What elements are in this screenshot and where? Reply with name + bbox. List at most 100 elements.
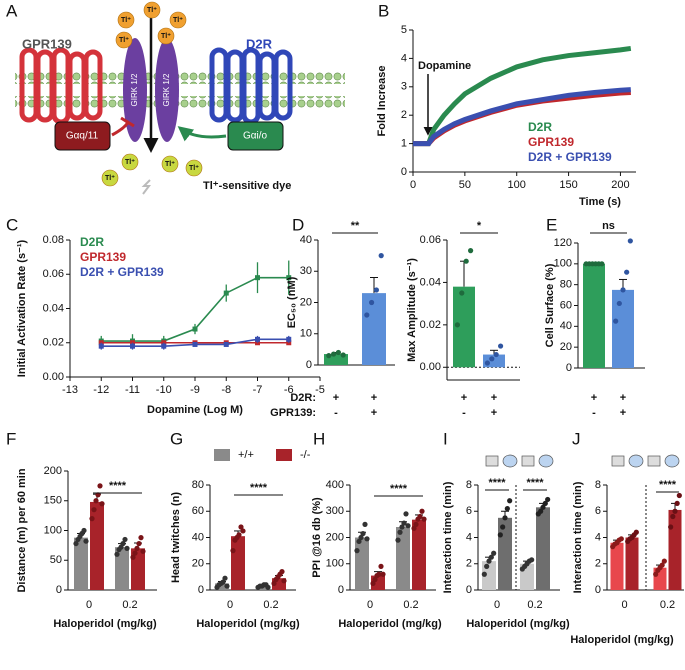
y-tick-label: 0.08 [43, 234, 64, 246]
data-point [493, 351, 499, 358]
gpr139-helices [19, 47, 103, 125]
data-point [281, 578, 287, 584]
data-point [653, 571, 659, 577]
y-tick-label: 0.06 [43, 268, 64, 280]
data-point [459, 290, 465, 296]
bar [498, 517, 512, 590]
y-tick-label: 8 [466, 479, 472, 491]
significance-label: **** [659, 479, 677, 491]
x-tick-label: 0 [86, 599, 92, 611]
ion-label: Tl⁺ [125, 159, 135, 166]
x-tick-label: -12 [93, 384, 109, 396]
x-axis-label: Haloperidol (mg/kg) [338, 618, 442, 630]
chart: F 0 50 100 150 200 Distance (m) per 60 min Halo… [6, 429, 157, 630]
y-tick-label: 100 [326, 558, 344, 570]
condition-label: + [620, 407, 626, 419]
girk-subunit [155, 38, 179, 142]
chart: D 0 10 20 30 40 EC₅₀ (nM) + + D2R: - + GPR139: ** [270, 215, 395, 419]
y-tick-label: 2 [595, 558, 601, 570]
bar [668, 509, 682, 590]
y-tick-label: 120 [554, 237, 572, 249]
data-point [463, 258, 469, 264]
flash [141, 179, 151, 195]
data-point [633, 529, 639, 535]
data-point [99, 501, 105, 507]
data-point [481, 571, 487, 577]
y-axis-label: Interaction time (min) [572, 481, 584, 593]
y-tick-label: 150 [44, 495, 62, 507]
y-tick-label: 200 [326, 531, 344, 543]
significance-label: **** [109, 480, 127, 492]
y-tick-label: 60 [560, 299, 572, 311]
data-point [364, 312, 370, 318]
protein-label: Gαq/11 [66, 131, 99, 142]
data-point [489, 356, 495, 362]
x-axis-label: Haloperidol (mg/kg) [53, 618, 157, 630]
data-point [372, 576, 378, 583]
data-point [93, 498, 99, 504]
legend-label: +/+ [238, 449, 254, 461]
data-point [89, 516, 95, 522]
ions: Tl⁺ Tl⁺ Tl⁺ Tl⁺ Tl⁺ Tl⁺ Tl⁺ Tl⁺ Tl⁺ [101, 1, 203, 187]
condition-label: + [620, 392, 626, 404]
y-tick-label: 5 [401, 24, 407, 36]
legend-swatch [276, 449, 292, 461]
membrane [15, 96, 345, 108]
marker [223, 341, 229, 347]
receptor-label: D2R [246, 36, 273, 51]
y-tick-label: 20 [300, 296, 312, 308]
x-tick-label: -6 [284, 384, 294, 396]
data-point [672, 508, 678, 514]
data-point [134, 545, 140, 551]
condition-label: + [333, 392, 339, 404]
y-tick-label: 0.04 [420, 276, 441, 288]
x-tick-label: -11 [125, 384, 140, 396]
data-point [454, 322, 460, 328]
condition-label: + [371, 407, 377, 419]
x-axis-label: Haloperidol (mg/kg) [196, 618, 300, 630]
data-point [265, 584, 271, 590]
ion [169, 11, 187, 29]
ion-label: Tl⁺ [119, 37, 129, 44]
x-tick-label: -5 [315, 384, 325, 396]
panel-letter: I [443, 429, 448, 448]
y-tick-label: 400 [326, 479, 344, 491]
condition-label: + [461, 392, 467, 404]
condition-label: - [334, 407, 338, 419]
y-tick-label: 0.00 [420, 361, 441, 373]
significance-label: **** [488, 477, 506, 489]
y-axis-label: Distance (m) per 60 min [16, 468, 28, 592]
y-tick-label: 1 [401, 138, 407, 150]
significance-label: **** [250, 482, 268, 494]
diagram: A GIRK 1/2 GIRK 1/2 Gαq/11 Gαi/o GPR139 … [6, 1, 345, 195]
data-point [83, 538, 89, 544]
marker [192, 341, 198, 347]
x-tick-label: 0.2 [122, 599, 137, 611]
legend-label: GPR139 [80, 250, 126, 264]
panel-letter: G [170, 429, 183, 448]
legend-label: D2R + GPR139 [528, 150, 612, 164]
data-point [354, 548, 360, 554]
legend-label: GPR139 [528, 135, 574, 149]
y-tick-label: 2 [466, 558, 472, 570]
data-point [138, 535, 144, 541]
data-point [413, 521, 419, 527]
panel-letter: J [572, 429, 581, 448]
y-axis-label: Initial Activation Rate (s⁻¹) [16, 239, 28, 377]
y-tick-label: 40 [192, 531, 204, 543]
marker [223, 290, 229, 296]
x-tick-label: 200 [611, 179, 629, 191]
x-tick-label: 0 [621, 599, 627, 611]
data-point [421, 516, 427, 522]
marker [255, 336, 260, 342]
data-point [397, 529, 403, 535]
y-tick-label: 50 [50, 554, 62, 566]
chart: J 0 2 4 6 8 Interaction time (min) Haloperidol … [570, 429, 684, 646]
y-tick-label: 0.00 [43, 371, 64, 383]
data-point [411, 525, 417, 531]
bar [115, 547, 129, 590]
significance-label: ns [602, 220, 615, 232]
x-tick-label: -7 [253, 384, 263, 396]
